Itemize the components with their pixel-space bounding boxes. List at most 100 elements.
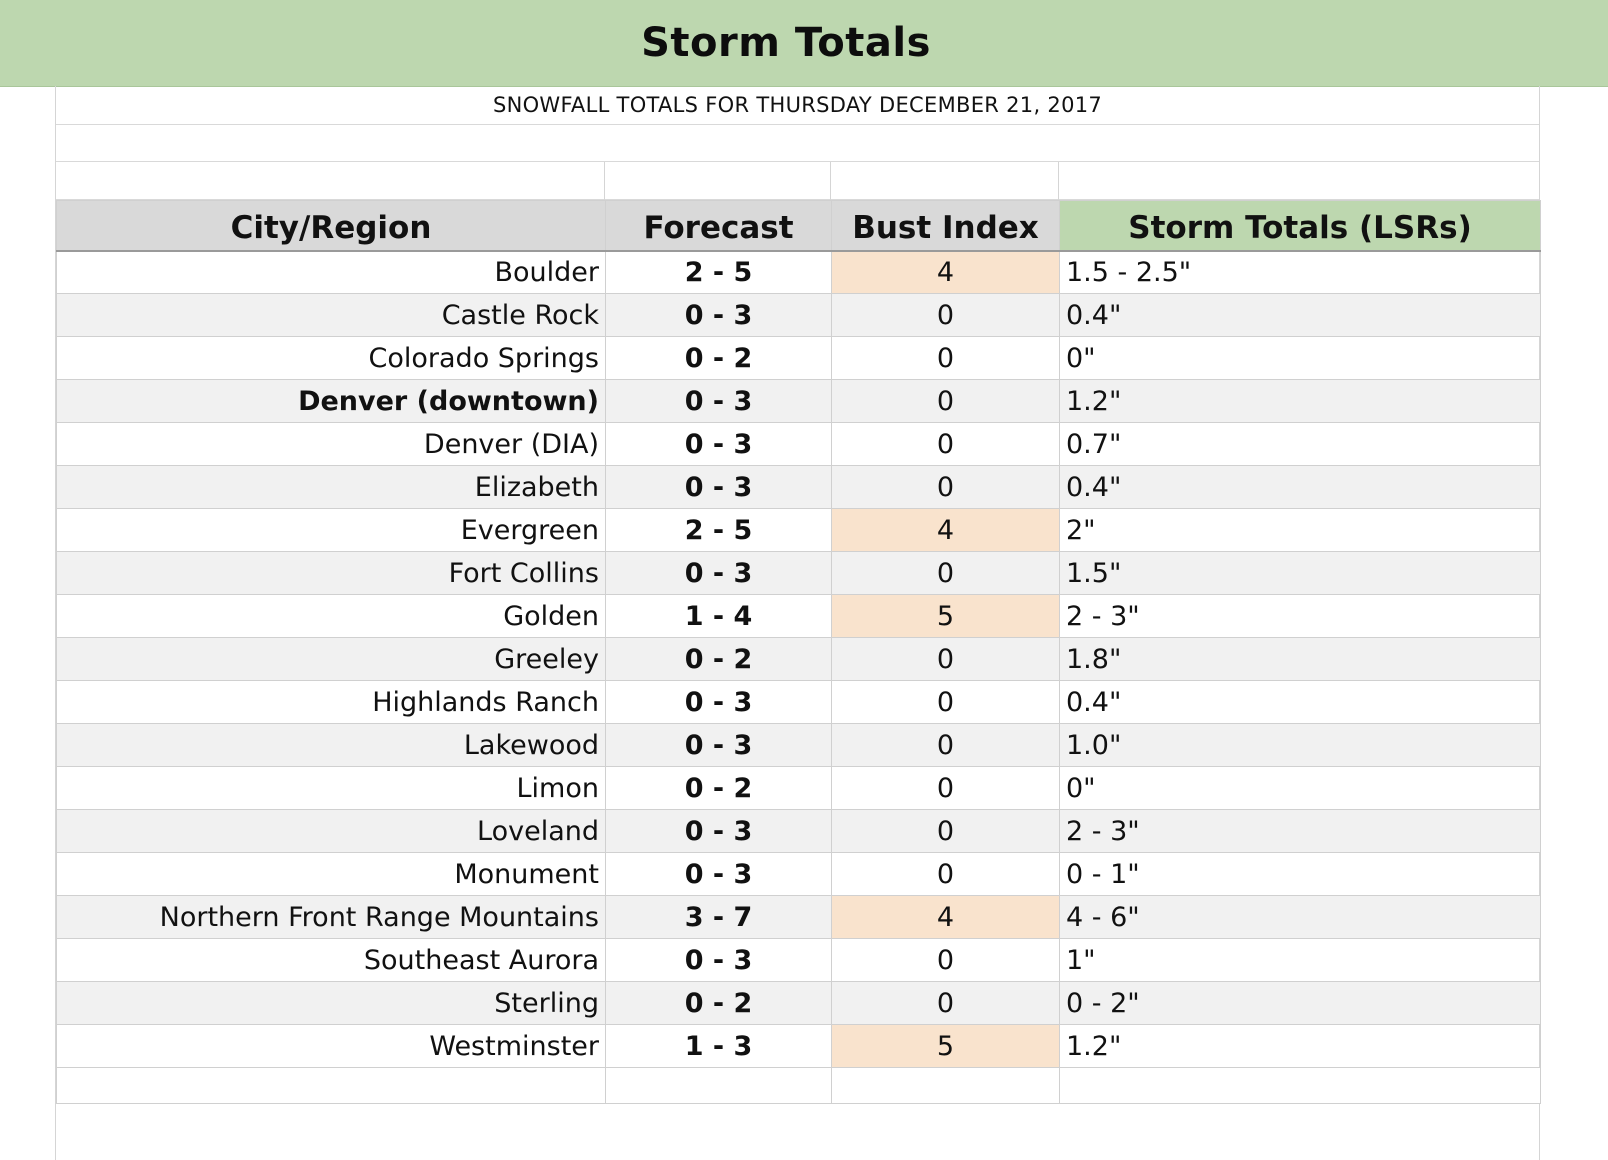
forecast-cell[interactable]: 0 - 3 [605,938,832,982]
city-cell[interactable]: Westminster [56,1024,606,1068]
city-cell[interactable]: Evergreen [56,508,606,552]
forecast-cell[interactable]: 0 - 3 [605,422,832,466]
empty-cell[interactable] [1059,1067,1541,1104]
forecast-cell[interactable]: 0 - 3 [605,723,832,767]
storm-total-cell[interactable]: 1.2" [1059,379,1541,423]
bust-index-cell[interactable]: 4 [831,508,1060,552]
storm-total-cell[interactable]: 1" [1059,938,1541,982]
storm-total-cell[interactable]: 1.5" [1059,551,1541,595]
blank-row[interactable] [56,162,1539,200]
bust-index-cell[interactable]: 0 [831,680,1060,724]
city-cell[interactable]: Northern Front Range Mountains [56,895,606,939]
empty-cell[interactable] [56,1067,606,1104]
bust-index-cell[interactable]: 0 [831,422,1060,466]
forecast-cell[interactable]: 0 - 2 [605,637,832,681]
storm-total-cell[interactable]: 4 - 6" [1059,895,1541,939]
storm-total-cell[interactable]: 2 - 3" [1059,809,1541,853]
bust-index-cell[interactable]: 4 [831,250,1060,294]
table-row: Limon 0 - 2 0 0" [56,766,1541,810]
city-cell[interactable]: Boulder [56,250,606,294]
forecast-cell[interactable]: 1 - 4 [605,594,832,638]
bust-index-cell[interactable]: 0 [831,379,1060,423]
storm-totals-table: City/Region Forecast Bust Index Storm To… [56,200,1541,1104]
bust-index-cell[interactable]: 0 [831,293,1060,337]
city-cell[interactable]: Fort Collins [56,551,606,595]
column-divider [830,162,831,200]
bust-index-cell[interactable]: 0 [831,551,1060,595]
column-header-storm-totals[interactable]: Storm Totals (LSRs) [1059,200,1541,252]
forecast-cell[interactable]: 0 - 3 [605,293,832,337]
storm-total-cell[interactable]: 1.2" [1059,1024,1541,1068]
empty-cell[interactable] [831,1067,1060,1104]
city-cell[interactable]: Greeley [56,637,606,681]
storm-total-cell[interactable]: 2" [1059,508,1541,552]
empty-cell[interactable] [605,1067,832,1104]
bust-index-cell[interactable]: 0 [831,852,1060,896]
table-row: Colorado Springs 0 - 2 0 0" [56,336,1541,380]
storm-total-cell[interactable]: 2 - 3" [1059,594,1541,638]
bust-index-cell[interactable]: 5 [831,594,1060,638]
city-cell[interactable]: Elizabeth [56,465,606,509]
forecast-cell[interactable]: 1 - 3 [605,1024,832,1068]
city-cell[interactable]: Colorado Springs [56,336,606,380]
storm-total-cell[interactable]: 0 - 1" [1059,852,1541,896]
forecast-cell[interactable]: 0 - 3 [605,551,832,595]
subtitle-cell[interactable]: SNOWFALL TOTALS FOR THURSDAY DECEMBER 21… [56,86,1539,125]
bust-index-cell[interactable]: 0 [831,938,1060,982]
storm-total-cell[interactable]: 1.0" [1059,723,1541,767]
bust-index-cell[interactable]: 0 [831,465,1060,509]
storm-total-cell[interactable]: 0 - 2" [1059,981,1541,1025]
bust-index-cell[interactable]: 0 [831,637,1060,681]
city-cell[interactable]: Castle Rock [56,293,606,337]
city-cell[interactable]: Limon [56,766,606,810]
column-divider [1058,162,1059,200]
storm-total-cell[interactable]: 0.4" [1059,293,1541,337]
city-cell[interactable]: Southeast Aurora [56,938,606,982]
storm-total-cell[interactable]: 1.5 - 2.5" [1059,250,1541,294]
table-row: Boulder 2 - 5 4 1.5 - 2.5" [56,250,1541,294]
bust-index-cell[interactable]: 0 [831,723,1060,767]
bust-index-cell[interactable]: 0 [831,809,1060,853]
storm-total-cell[interactable]: 0" [1059,336,1541,380]
forecast-cell[interactable]: 0 - 3 [605,852,832,896]
column-divider [604,162,605,200]
storm-total-cell[interactable]: 0.7" [1059,422,1541,466]
forecast-cell[interactable]: 0 - 3 [605,379,832,423]
forecast-cell[interactable]: 0 - 3 [605,465,832,509]
bust-index-cell[interactable]: 5 [831,1024,1060,1068]
forecast-cell[interactable]: 0 - 2 [605,766,832,810]
forecast-cell[interactable]: 0 - 3 [605,680,832,724]
city-cell[interactable]: Lakewood [56,723,606,767]
city-cell[interactable]: Golden [56,594,606,638]
city-cell[interactable]: Denver (DIA) [56,422,606,466]
city-cell[interactable]: Monument [56,852,606,896]
blank-row[interactable] [56,124,1539,162]
forecast-cell[interactable]: 3 - 7 [605,895,832,939]
city-cell[interactable]: Sterling [56,981,606,1025]
forecast-cell[interactable]: 0 - 2 [605,336,832,380]
storm-total-cell[interactable]: 0.4" [1059,465,1541,509]
column-header-bust-index[interactable]: Bust Index [831,200,1060,252]
column-header-city[interactable]: City/Region [56,200,606,252]
table-row: Fort Collins 0 - 3 0 1.5" [56,551,1541,595]
bust-index-cell[interactable]: 0 [831,336,1060,380]
city-cell[interactable]: Highlands Ranch [56,680,606,724]
spreadsheet-area: SNOWFALL TOTALS FOR THURSDAY DECEMBER 21… [55,86,1541,1160]
column-header-forecast[interactable]: Forecast [605,200,832,252]
city-cell[interactable]: Loveland [56,809,606,853]
bust-index-cell[interactable]: 0 [831,981,1060,1025]
bust-index-cell[interactable]: 4 [831,895,1060,939]
storm-total-cell[interactable]: 1.8" [1059,637,1541,681]
storm-total-cell[interactable]: 0.4" [1059,680,1541,724]
forecast-cell[interactable]: 0 - 3 [605,809,832,853]
forecast-cell[interactable]: 0 - 2 [605,981,832,1025]
forecast-cell[interactable]: 2 - 5 [605,508,832,552]
storm-total-cell[interactable]: 0" [1059,766,1541,810]
table-row: Castle Rock 0 - 3 0 0.4" [56,293,1541,337]
bust-index-cell[interactable]: 0 [831,766,1060,810]
city-cell[interactable]: Denver (downtown) [56,379,606,423]
forecast-cell[interactable]: 2 - 5 [605,250,832,294]
